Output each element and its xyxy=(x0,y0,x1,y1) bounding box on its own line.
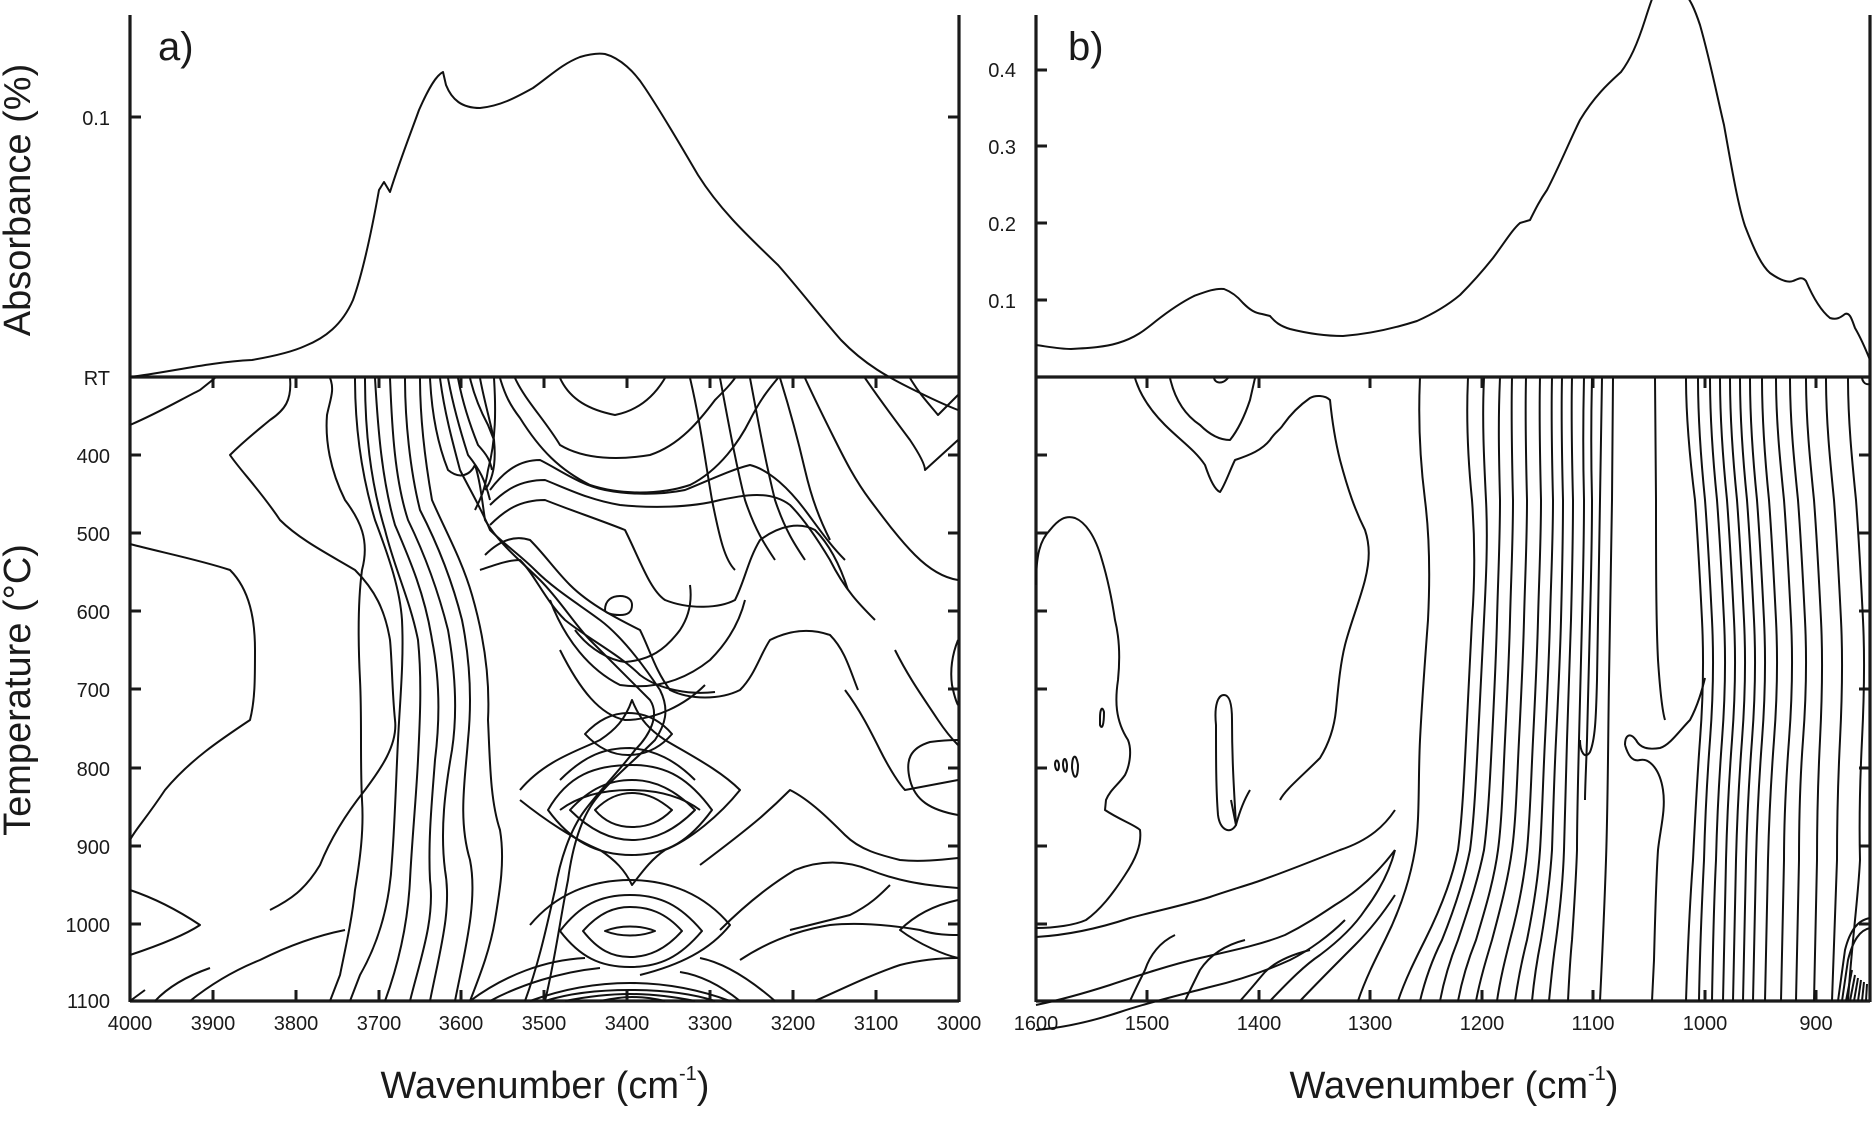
ytick-label: RT xyxy=(84,368,110,390)
xtick-label: 3400 xyxy=(605,1013,650,1035)
ytick-label: 400 xyxy=(77,446,110,468)
ytick-label: 0.2 xyxy=(988,214,1016,236)
xtick-label: 1100 xyxy=(1571,1013,1614,1035)
panel-b-temp-ticks xyxy=(1036,453,1870,926)
panel-b-spectrum xyxy=(1035,0,1871,361)
ytick-label: 1000 xyxy=(66,915,111,937)
xtick-label: 1000 xyxy=(1683,1013,1728,1035)
xtick-label: 3200 xyxy=(771,1013,816,1035)
ytick-label: 0.1 xyxy=(82,108,110,130)
panel-a: a) 0.1 RT 400 500 600 700 xyxy=(0,15,981,1107)
ytick-label: 1100 xyxy=(67,991,110,1013)
ytick-label: 800 xyxy=(77,759,110,781)
panel-a-x-ticks xyxy=(211,377,878,1001)
ytick-label: 600 xyxy=(77,602,110,624)
xtick-label: 3900 xyxy=(191,1013,236,1035)
xtick-label: 3100 xyxy=(854,1013,899,1035)
xtick-label: 1500 xyxy=(1125,1013,1170,1035)
xtick-label: 1200 xyxy=(1460,1013,1505,1035)
ytick-label: 700 xyxy=(77,680,110,702)
panel-a-spectrum xyxy=(129,52,959,411)
xtick-label: 3300 xyxy=(688,1013,733,1035)
ytick-label: 0.1 xyxy=(988,291,1016,313)
ytick-label: 900 xyxy=(77,837,110,859)
panel-a-label: a) xyxy=(158,25,194,69)
panel-a-x-tick-labels: 4000 3900 3800 3700 3600 3500 3400 3300 … xyxy=(108,1013,982,1035)
xtick-label: 1300 xyxy=(1348,1013,1393,1035)
xtick-label: 1400 xyxy=(1237,1013,1282,1035)
panel-a-temp-tick-labels: RT 400 500 600 700 800 900 1000 1100 xyxy=(66,368,111,1013)
panel-a-absorbance-ylabel: Absorbance (%) xyxy=(0,64,39,336)
xtick-label: 3600 xyxy=(439,1013,484,1035)
panel-a-temperature-ylabel: Temperature (°C) xyxy=(0,544,39,836)
panel-b-absorbance-tick-labels: 0.4 0.3 0.2 0.1 xyxy=(988,60,1016,313)
panel-a-xlabel: Wavenumber (cm-1) xyxy=(381,1063,710,1107)
panel-b-xlabel: Wavenumber (cm-1) xyxy=(1290,1063,1619,1107)
xtick-label: 3800 xyxy=(274,1013,319,1035)
panel-b-absorbance-ticks xyxy=(1036,68,1047,302)
panel-b-contours xyxy=(1035,377,1871,1031)
xtick-label: 3700 xyxy=(357,1013,402,1035)
panel-b: b) 0.4 0.3 0.2 0.1 xyxy=(988,0,1872,1107)
xtick-label: 3000 xyxy=(937,1013,982,1035)
xtick-label: 4000 xyxy=(108,1013,153,1035)
panel-b-label: b) xyxy=(1068,25,1104,69)
xtick-label: 900 xyxy=(1799,1013,1832,1035)
ytick-label: 0.3 xyxy=(988,137,1016,159)
xtick-label: 3500 xyxy=(522,1013,567,1035)
panel-b-x-tick-labels: 1600 1500 1400 1300 1200 1100 1000 900 xyxy=(1014,1013,1833,1035)
ytick-label: 500 xyxy=(77,524,110,546)
ytick-label: 0.4 xyxy=(988,60,1016,82)
panel-a-contours xyxy=(129,377,959,1002)
xtick-label: 1600 xyxy=(1014,1013,1059,1035)
panel-b-x-ticks xyxy=(1145,377,1818,1001)
